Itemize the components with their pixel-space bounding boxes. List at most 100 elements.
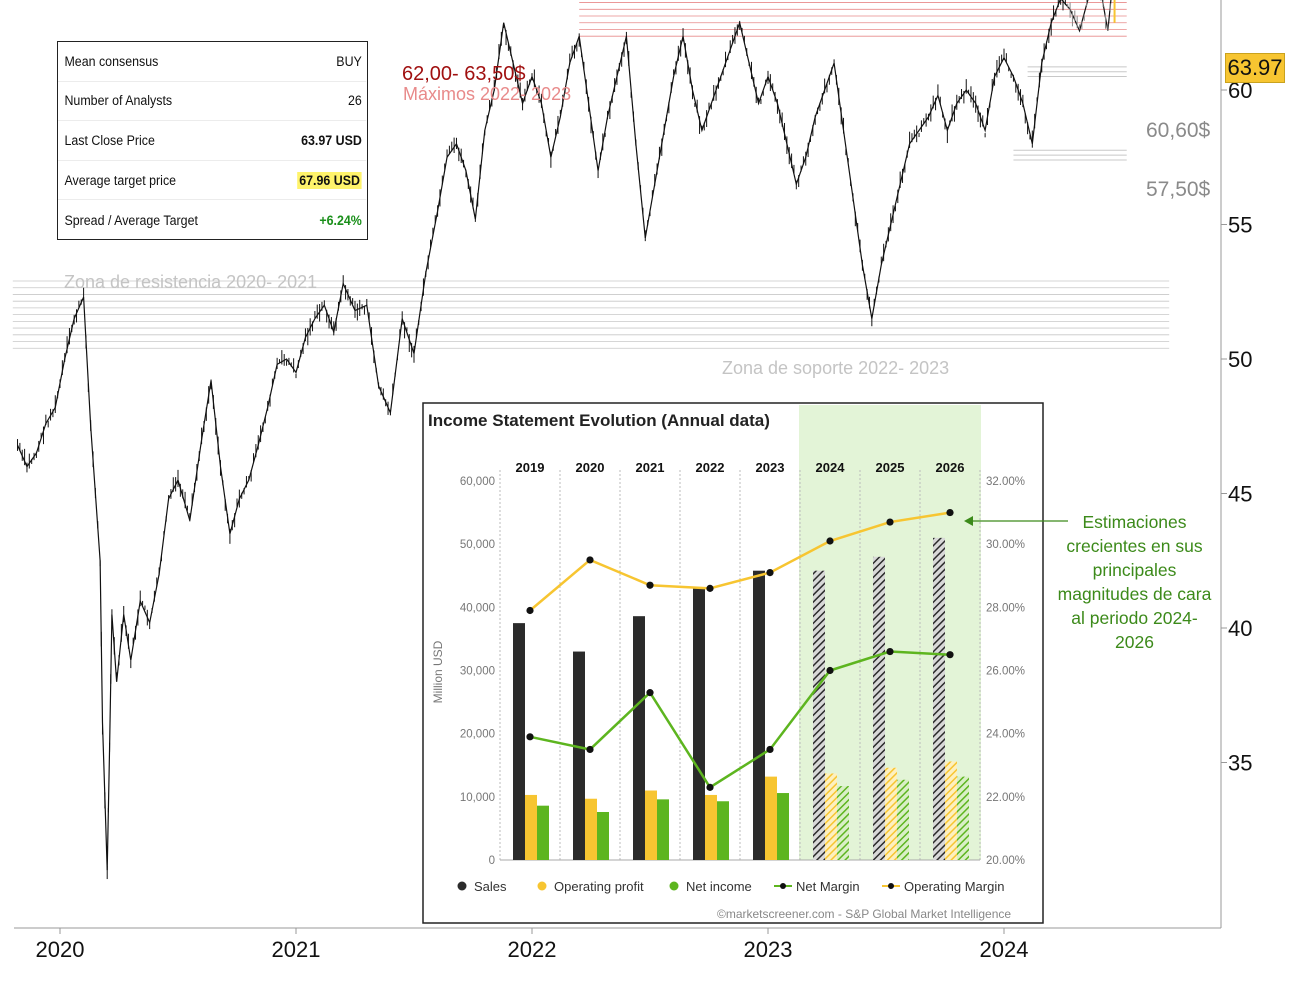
inset-legend: Sales Operating profit Net income Net Margi… [457, 879, 1004, 894]
inset-title: Income Statement Evolution (Annual data) [428, 411, 770, 430]
forecast-arrow-head [964, 516, 973, 526]
inset-category-label: 2024 [816, 460, 846, 475]
inset-bar-operating-profit [885, 767, 897, 860]
inset-bar-operating-profit [825, 773, 837, 860]
inset-axes: 0 10,000 20,000 30,000 40,000 50,000 60,000 20.… [431, 460, 1025, 867]
inset-y2-tick-label: 26.00% [986, 666, 1025, 678]
inset-point [706, 783, 714, 791]
resistance-zone-label: Máximos 2022- 2023 [403, 84, 571, 104]
inset-bar-net-income [957, 776, 969, 860]
inset-point [886, 518, 894, 526]
kpi-row-spread: Spread / Average Target +6.24% [58, 200, 366, 240]
kpi-row-analysts: Number of Analysts 26 [58, 82, 367, 122]
kpi-label: Average target price [64, 172, 177, 188]
inset-bar-operating-profit [645, 790, 657, 860]
kpi-row-last-close: Last Close Price 63.97 USD [58, 121, 367, 161]
kpi-row-consensus: Mean consensus BUY [58, 42, 367, 82]
inset-y-tick-label: 20,000 [460, 729, 495, 741]
source-credit: ©marketscreener.com - S&P Global Market … [717, 907, 1012, 921]
inset-bar-operating-profit [705, 794, 717, 860]
inset-y2-tick-label: 24.00% [986, 729, 1025, 741]
inset-y-tick-label: 30,000 [460, 666, 495, 678]
inset-bar-net-income [537, 805, 549, 860]
inset-bar-net-income [897, 779, 909, 860]
inset-bar-sales [753, 570, 765, 860]
inset-bar-sales [933, 537, 945, 860]
inset-point [706, 584, 714, 592]
zones-layer [12, 2, 1170, 349]
x-tick-label: 2022 [508, 937, 557, 962]
inset-category-label: 2022 [696, 460, 725, 475]
inset-point [526, 733, 534, 741]
inset-point [646, 689, 654, 697]
inset-line-net-margin [529, 650, 951, 790]
inset-y2-tick-label: 22.00% [986, 792, 1025, 804]
inset-category-label: 2019 [516, 460, 545, 475]
income-statement-panel: 0 10,000 20,000 30,000 40,000 50,000 60,000 20.… [422, 402, 1044, 924]
price-line [16, 0, 1112, 871]
legend-marker [669, 881, 679, 891]
y-tick-label: 50 [1228, 347, 1252, 372]
resistance-2020-label: Zona de resistencia 2020- 2021 [64, 272, 317, 292]
inset-category-label: 2025 [876, 460, 905, 475]
price-series-layer [16, 0, 1116, 880]
inset-bar-sales [513, 623, 525, 860]
level-57-label: 57,50$ [1146, 178, 1211, 201]
inset-y-tick-label: 50,000 [460, 539, 495, 551]
inset-y-tick-label: 40,000 [460, 602, 495, 614]
inset-bar-net-income [837, 786, 849, 860]
inset-point [526, 606, 534, 615]
kpi-value: 26 [348, 93, 362, 109]
inset-lines [526, 508, 954, 791]
inset-point [826, 537, 834, 545]
inset-y-axis-label: Million USD [431, 640, 445, 703]
kpi-value: +6.24% [319, 212, 362, 228]
kpi-value: BUY [336, 53, 362, 69]
inset-category-label: 2021 [636, 460, 665, 475]
legend-marker [537, 881, 547, 891]
inset-bar-sales [873, 556, 885, 860]
inset-point [886, 647, 894, 656]
inset-bar-operating-profit [585, 798, 597, 860]
kpi-value: 67.96 USD [297, 171, 362, 189]
inset-bar-sales [633, 616, 645, 860]
inset-point [586, 556, 594, 564]
legend-label: Operating profit [554, 879, 644, 894]
kpi-label: Spread / Average Target [64, 212, 198, 228]
inset-bar-net-income [717, 801, 729, 860]
inset-point [646, 581, 654, 589]
inset-grid [499, 470, 981, 861]
kpi-row-target: Average target price 67.96 USD [58, 161, 367, 201]
inset-bar-operating-profit [765, 776, 777, 860]
kpi-value: 63.97 USD [301, 132, 362, 148]
inset-category-label: 2023 [756, 460, 785, 475]
inset-bar-sales [813, 570, 825, 860]
consensus-table: Mean consensus BUY Number of Analysts 26 L… [57, 41, 368, 240]
inset-y2-tick-label: 30.00% [986, 539, 1025, 551]
inset-y2-tick-label: 20.00% [986, 855, 1025, 867]
inset-point [946, 508, 954, 517]
inset-bars [513, 537, 969, 860]
legend-label: Net income [686, 879, 752, 894]
inset-y-tick-label: 0 [489, 855, 495, 867]
inset-category-label: 2026 [936, 460, 965, 475]
y-tick-label: 40 [1228, 616, 1252, 641]
inset-y-tick-label: 60,000 [460, 476, 495, 488]
inset-point [826, 666, 834, 675]
y-tick-label: 35 [1228, 751, 1252, 776]
last-price-tag: 63.97 [1225, 53, 1285, 83]
kpi-label: Mean consensus [64, 53, 159, 69]
inset-point [586, 745, 594, 754]
inset-bar-net-income [657, 799, 669, 860]
x-tick-label: 2024 [980, 937, 1029, 962]
forecast-note: Estimaciones crecientes en sus principal… [1057, 512, 1212, 652]
y-tick-label: 55 [1228, 213, 1252, 238]
x-tick-label: 2021 [272, 937, 321, 962]
inset-bar-net-income [777, 793, 789, 860]
inset-y2-tick-label: 28.00% [986, 602, 1025, 614]
level-60-label: 60,60$ [1146, 119, 1211, 142]
inset-bar-sales [693, 587, 705, 860]
support-zone-label: Zona de soporte 2022- 2023 [722, 358, 949, 378]
kpi-label: Last Close Price [64, 132, 155, 148]
